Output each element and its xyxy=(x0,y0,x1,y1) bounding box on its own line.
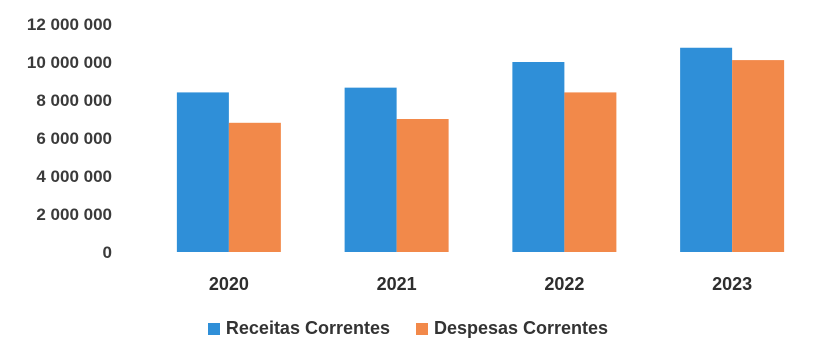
y-tick-label: 12 000 000 xyxy=(27,15,112,34)
bar-despesas-2020 xyxy=(228,122,281,252)
y-tick-label: 8 000 000 xyxy=(36,91,112,110)
legend-swatch-despesas xyxy=(415,322,428,335)
x-tick-label: 2021 xyxy=(377,274,417,294)
legend: Receitas Correntes Despesas Correntes xyxy=(0,318,816,339)
bar-despesas-2022 xyxy=(564,92,617,253)
x-tick-label: 2020 xyxy=(209,274,249,294)
legend-item-despesas: Despesas Correntes xyxy=(415,318,609,339)
legend-label-receitas: Receitas Correntes xyxy=(225,318,390,338)
bar-receitas-2022 xyxy=(512,62,565,252)
y-tick-label: 0 xyxy=(103,243,112,262)
y-tick-label: 2 000 000 xyxy=(36,205,112,224)
bar-receitas-2021 xyxy=(344,87,397,253)
bar-despesas-2023 xyxy=(732,60,785,252)
legend-swatch-receitas xyxy=(207,322,220,335)
y-tick-label: 4 000 000 xyxy=(36,167,112,186)
x-tick-label: 2022 xyxy=(544,274,584,294)
bar-receitas-2020 xyxy=(176,92,229,253)
legend-label-despesas: Despesas Correntes xyxy=(433,318,609,338)
legend-item-receitas: Receitas Correntes xyxy=(207,318,390,339)
bar-receitas-2023 xyxy=(680,47,733,252)
x-axis-ticks: 2020 2021 2022 2023 xyxy=(209,274,752,294)
bars xyxy=(176,47,785,253)
y-axis-ticks: 0 2 000 000 4 000 000 6 000 000 8 000 000 10 … xyxy=(27,15,112,262)
y-tick-label: 6 000 000 xyxy=(36,129,112,148)
y-tick-label: 10 000 000 xyxy=(27,53,112,72)
x-tick-label: 2023 xyxy=(712,274,752,294)
bar-despesas-2021 xyxy=(396,119,449,252)
